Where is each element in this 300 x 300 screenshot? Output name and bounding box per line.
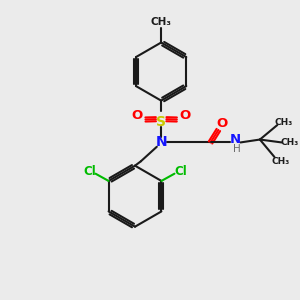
Text: CH₃: CH₃ (151, 16, 172, 27)
Text: CH₃: CH₃ (274, 118, 293, 127)
Text: O: O (217, 117, 228, 130)
Text: N: N (230, 133, 241, 146)
Text: Cl: Cl (174, 165, 187, 178)
Text: CH₃: CH₃ (281, 138, 299, 147)
Text: N: N (155, 135, 167, 149)
Text: CH₃: CH₃ (272, 157, 290, 166)
Text: O: O (132, 109, 143, 122)
Text: S: S (156, 115, 166, 128)
Text: Cl: Cl (83, 165, 96, 178)
Text: H: H (233, 144, 241, 154)
Text: O: O (179, 109, 191, 122)
